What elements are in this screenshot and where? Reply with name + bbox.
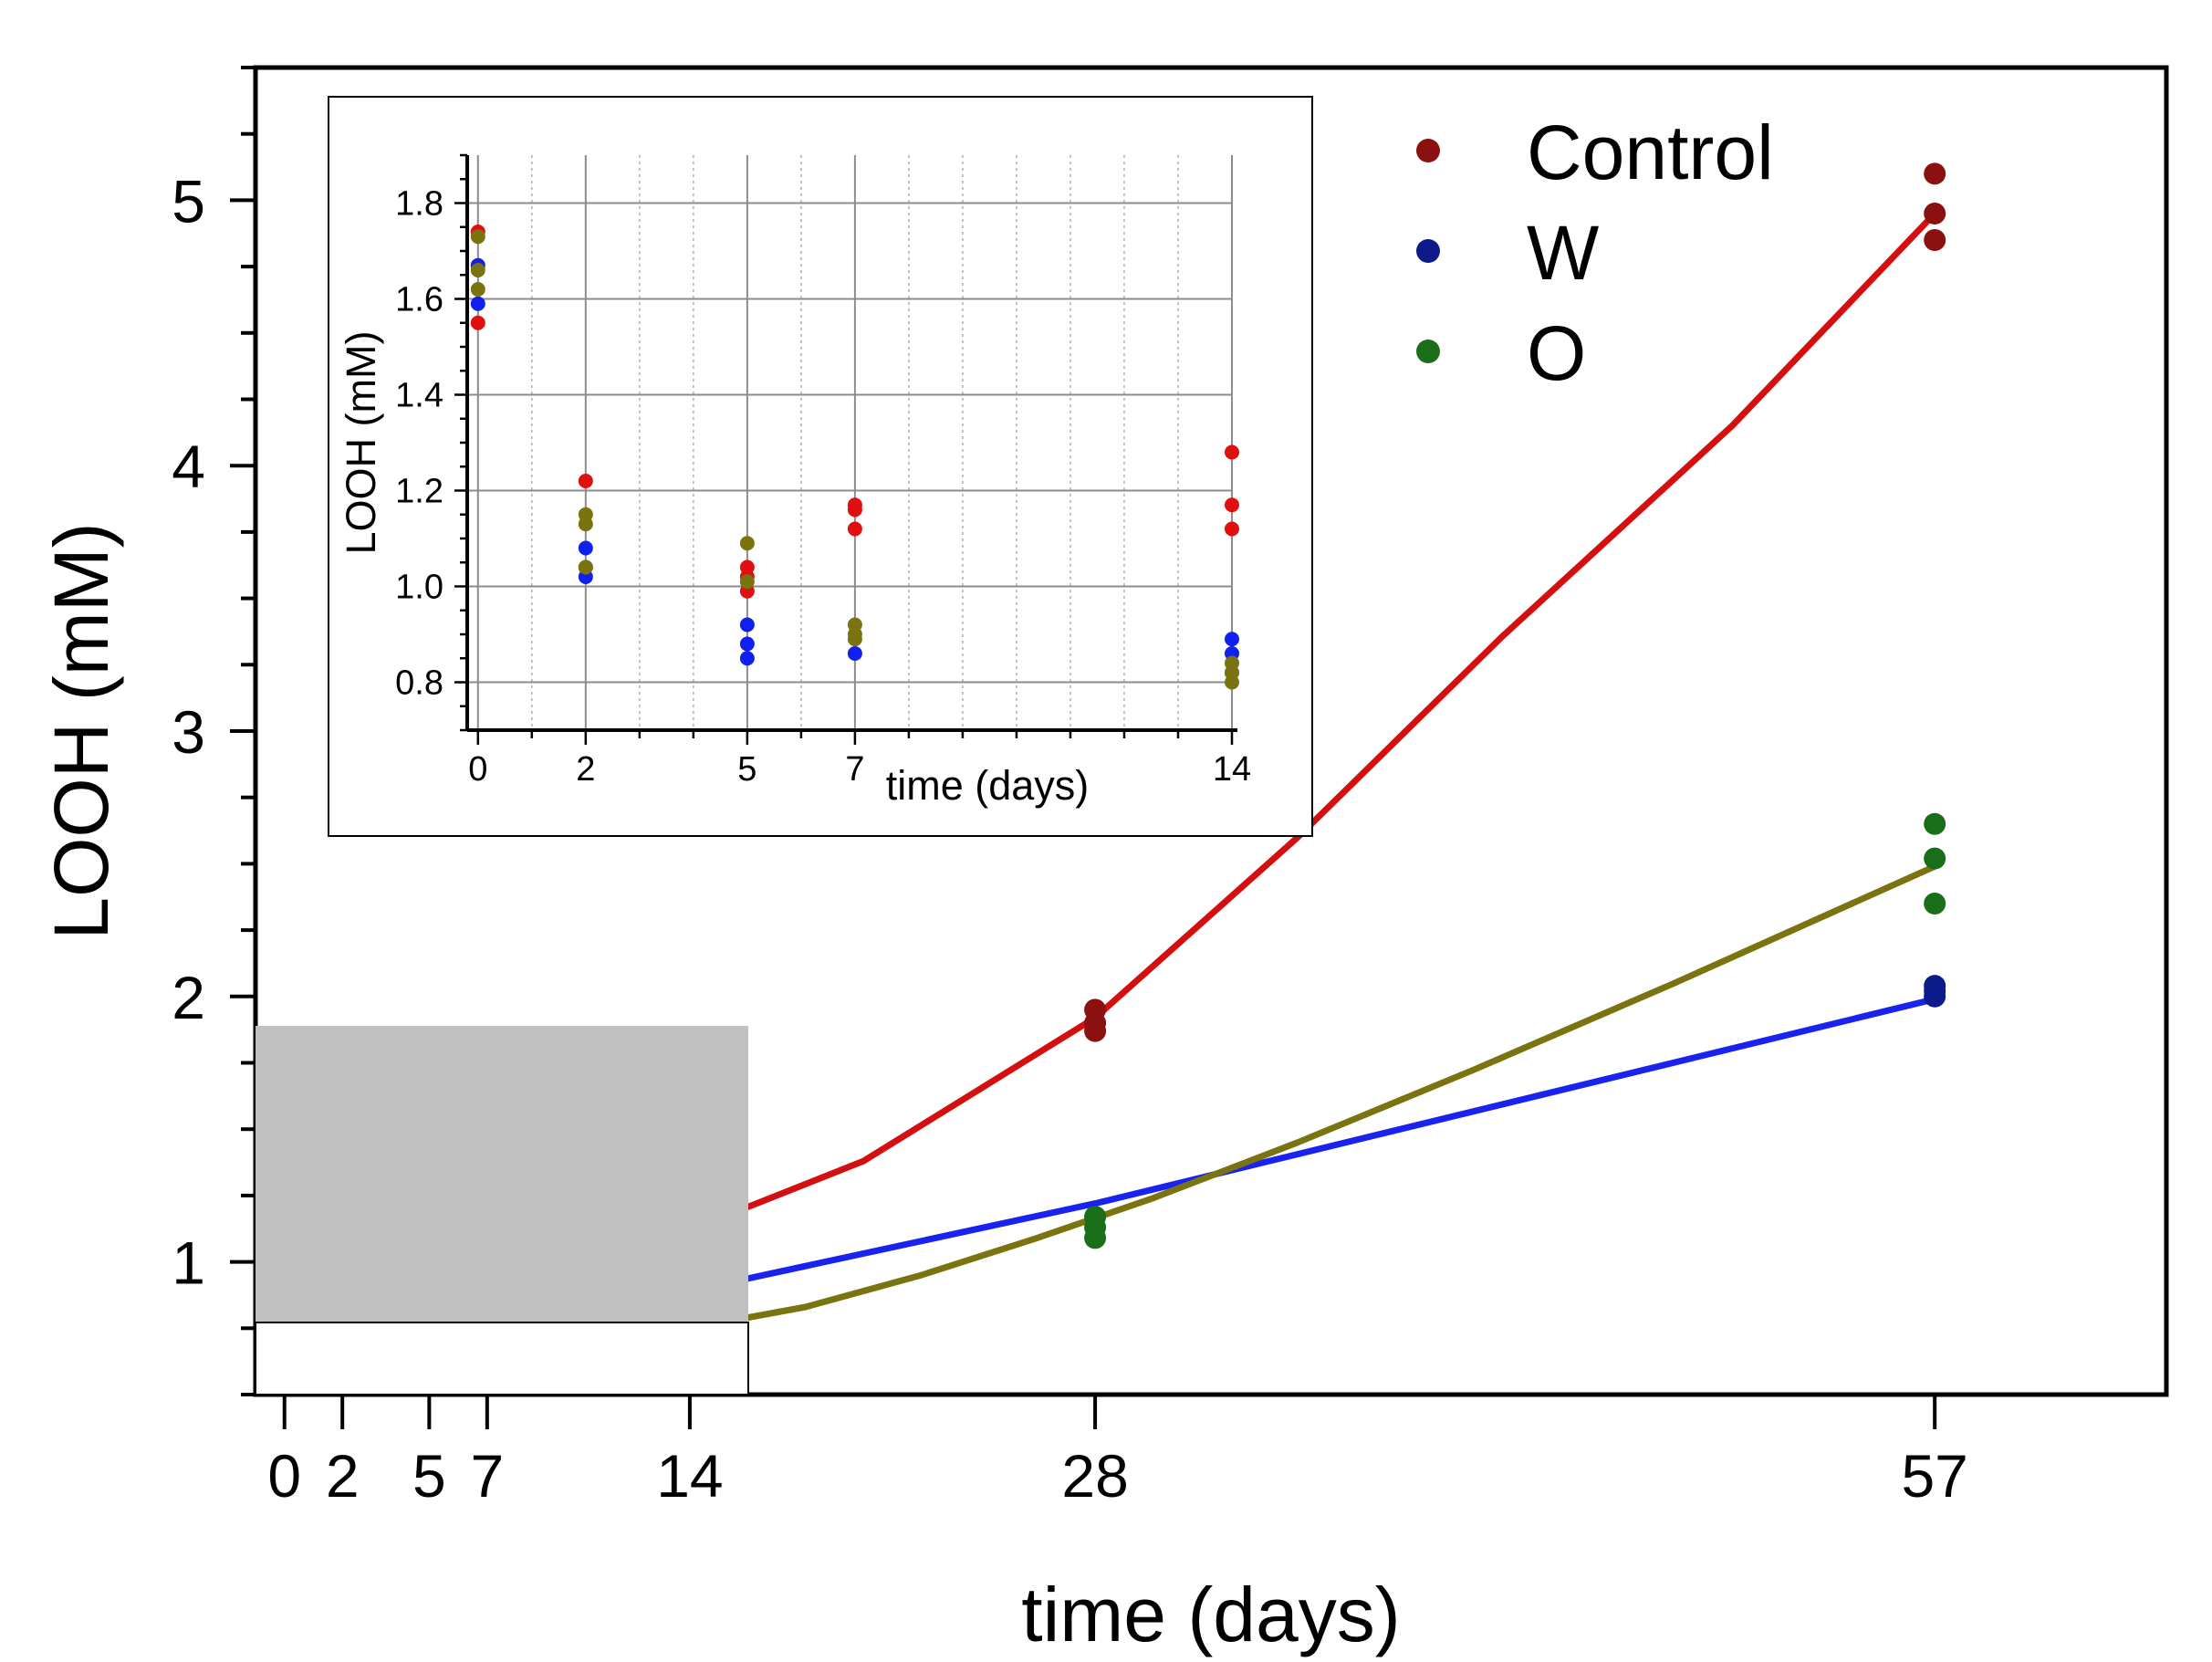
x-tick-label: 0: [267, 1442, 301, 1510]
legend-label-o: O: [1527, 310, 1586, 396]
y-tick-label: 3: [172, 698, 205, 766]
inset-data-point-control: [847, 502, 862, 517]
inset-x-axis-title: time (days): [886, 762, 1090, 809]
legend-label-w: W: [1527, 210, 1599, 296]
data-point-o: [1924, 812, 1946, 835]
inset-data-point-w: [578, 540, 593, 556]
y-tick-label: 5: [172, 167, 205, 235]
data-point-control: [1924, 162, 1946, 185]
inset-data-point-control: [847, 521, 862, 537]
inset-data-point-w: [739, 651, 755, 666]
x-tick-label: 28: [1061, 1442, 1128, 1510]
data-point-control: [1924, 202, 1946, 225]
inset-data-point-w: [1225, 632, 1239, 647]
inset-data-point-o: [847, 632, 862, 647]
x-tick-label: 5: [412, 1442, 446, 1510]
inset-y-tick-label: 0.8: [395, 664, 443, 703]
inset-x-tick-label: 14: [1213, 750, 1251, 789]
x-axis-title: time (days): [1021, 1572, 1400, 1657]
inset-data-point-control: [1225, 521, 1239, 537]
inset-data-point-o: [1225, 674, 1239, 690]
x-tick-label: 57: [1901, 1442, 1967, 1510]
inset-y-tick-label: 1.2: [395, 473, 443, 511]
inset-y-axis-title: LOOH (mM): [338, 331, 384, 555]
inset-data-point-control: [1225, 444, 1239, 460]
legend-marker-o: [1416, 340, 1440, 363]
inset-data-point-w: [847, 646, 862, 661]
data-point-control: [1924, 229, 1946, 252]
inset-data-point-o: [578, 517, 593, 532]
inset-data-point-o: [470, 263, 485, 277]
mask-box-lower: [255, 1322, 749, 1395]
data-point-o: [1924, 847, 1946, 870]
inset-x-tick-label: 0: [468, 750, 487, 789]
inset-y-tick-label: 1.0: [395, 569, 443, 607]
fit-line-control: [688, 211, 1937, 1233]
legend-label-control: Control: [1527, 110, 1774, 195]
inset-data-point-o: [739, 536, 755, 551]
inset-data-point-control: [1225, 497, 1239, 513]
x-tick-label: 2: [326, 1442, 360, 1510]
x-tick-label: 14: [656, 1442, 723, 1510]
inset-plot: 0.8 1.0 1.2 1.4 1.6 1.8 0 2 5 7 14 time (days) LOOH …: [328, 96, 1313, 837]
inset-data-point-w: [470, 296, 485, 311]
inset-data-point-control: [578, 474, 593, 488]
inset-data-point-o: [470, 282, 485, 297]
inset-x-tick-label: 5: [737, 750, 756, 789]
mask-box: [256, 1026, 748, 1322]
data-point-w: [1924, 985, 1946, 1008]
y-tick-label: 2: [172, 964, 205, 1031]
inset-data-point-w: [739, 636, 755, 652]
x-tick-label: 7: [470, 1442, 504, 1510]
y-tick-label: 4: [172, 433, 205, 500]
inset-data-point-w: [739, 617, 755, 632]
inset-y-tick-label: 1.6: [395, 281, 443, 319]
inset-x-tick-label: 7: [845, 750, 864, 789]
data-point-o: [1084, 1227, 1107, 1249]
legend-marker-w: [1416, 239, 1440, 263]
inset-x-tick-label: 2: [576, 750, 595, 789]
inset-y-tick-label: 1.4: [395, 377, 443, 415]
data-point-control: [1084, 1019, 1107, 1042]
inset-data-point-o: [739, 574, 755, 590]
inset-data-point-o: [470, 229, 485, 245]
inset-y-tick-label: 1.8: [395, 185, 443, 224]
legend-marker-control: [1416, 139, 1440, 162]
inset-frame: [328, 96, 1313, 837]
data-point-o: [1924, 893, 1946, 915]
y-tick-label: 1: [172, 1229, 205, 1297]
inset-data-point-o: [578, 559, 593, 575]
y-axis-title: LOOH (mM): [38, 522, 124, 939]
inset-data-point-control: [470, 315, 485, 330]
fit-line-o: [544, 863, 1936, 1329]
